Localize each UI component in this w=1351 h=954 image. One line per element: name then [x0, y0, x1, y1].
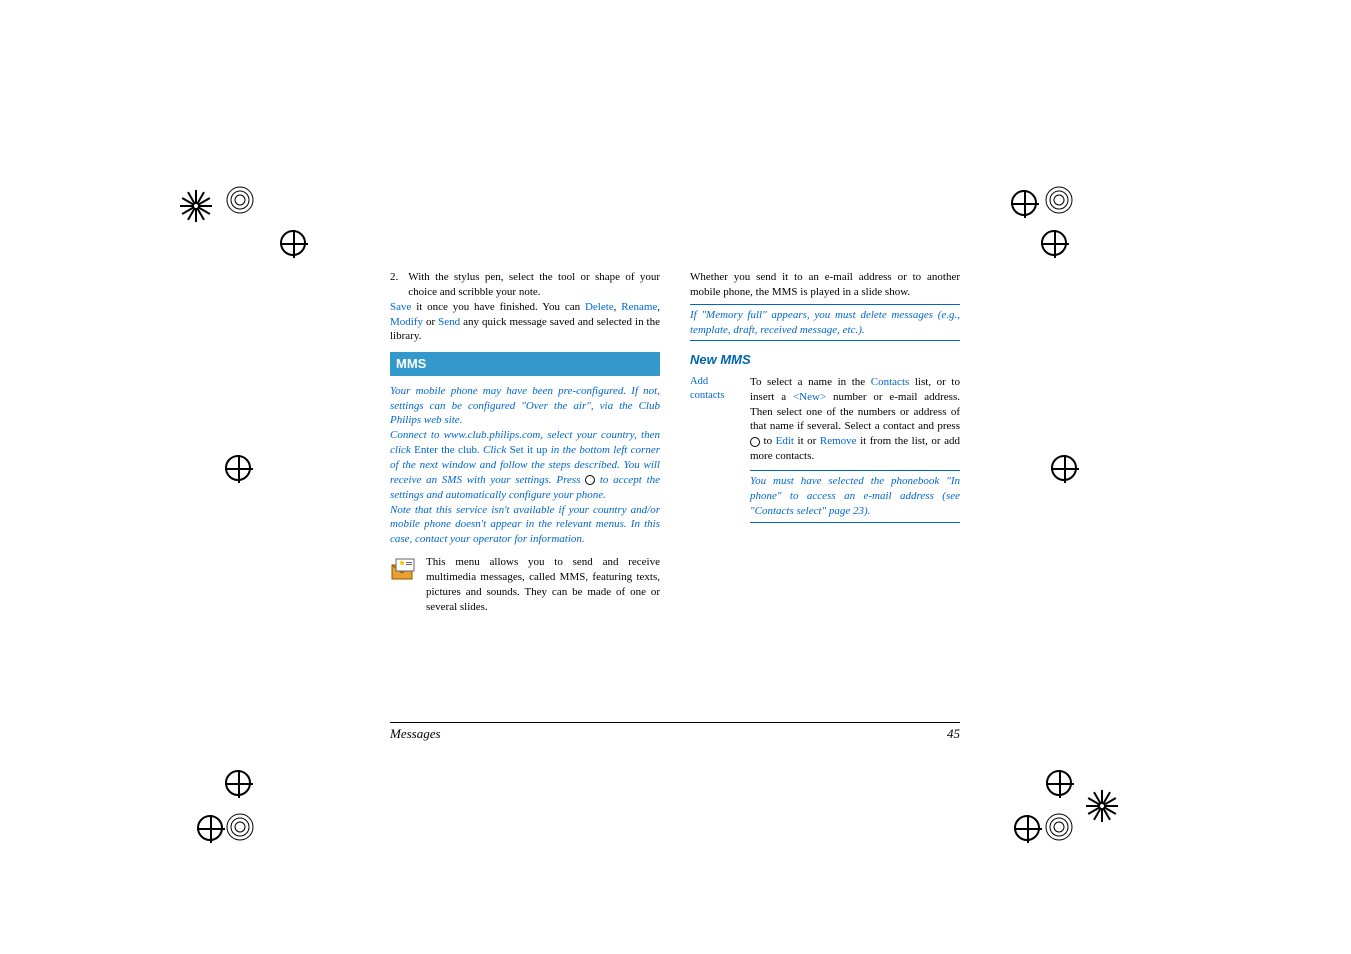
ok-button-icon: [585, 475, 595, 485]
right-column: Whether you send it to an e-mail address…: [690, 270, 960, 614]
config-note-1: Your mobile phone may have been pre-conf…: [390, 384, 660, 429]
remove-term: Remove: [820, 435, 857, 447]
rename-term: Rename: [621, 301, 657, 313]
registration-mark: [225, 812, 265, 852]
mms-envelope-icon: [390, 557, 418, 581]
new-mms-header: New MMS: [690, 351, 960, 369]
add-contacts-row: Add contacts To select a name in the Con…: [690, 375, 960, 527]
modify-term: Modify: [390, 316, 423, 328]
step-item: 2. With the stylus pen, select the tool …: [390, 270, 660, 300]
page-content: 2. With the stylus pen, select the tool …: [390, 270, 960, 614]
registration-mark: [225, 770, 265, 810]
registration-mark: [1086, 790, 1126, 830]
left-column: 2. With the stylus pen, select the tool …: [390, 270, 660, 614]
phonebook-note: You must have selected the phonebook "In…: [750, 470, 960, 523]
registration-mark: [1044, 185, 1084, 225]
config-note-2: Connect to www.club.philips.com, select …: [390, 428, 660, 502]
step-text: With the stylus pen, select the tool or …: [408, 270, 660, 300]
intro-text: Whether you send it to an e-mail address…: [690, 270, 960, 300]
registration-mark: [225, 455, 265, 495]
footer-section-name: Messages: [390, 726, 441, 742]
registration-mark: [1041, 230, 1081, 270]
new-term: <New>: [793, 391, 826, 403]
registration-mark: [225, 185, 265, 225]
page-footer: Messages 45: [390, 722, 960, 742]
registration-mark: [180, 190, 220, 230]
ok-button-icon: [750, 437, 760, 447]
config-note-3: Note that this service isn't available i…: [390, 503, 660, 548]
contacts-term: Contacts: [871, 376, 910, 388]
save-paragraph: Save it once you have finished. You can …: [390, 300, 660, 345]
registration-mark: [280, 230, 320, 270]
registration-mark: [1051, 455, 1091, 495]
mms-description-block: This menu allows you to send and receive…: [390, 555, 660, 614]
mms-section-header: MMS: [390, 352, 660, 376]
edit-term: Edit: [776, 435, 794, 447]
delete-term: Delete: [585, 301, 614, 313]
send-term: Send: [438, 316, 460, 328]
memory-full-note: If "Memory full" appears, you must delet…: [690, 304, 960, 342]
step-number: 2.: [390, 270, 398, 300]
registration-mark: [1044, 812, 1084, 852]
mms-description-text: This menu allows you to send and receive…: [426, 555, 660, 614]
save-term: Save: [390, 301, 411, 313]
add-contacts-term: Add contacts: [690, 375, 740, 527]
add-contacts-body: To select a name in the Contacts list, o…: [750, 375, 960, 527]
registration-mark: [1046, 770, 1086, 810]
footer-page-number: 45: [947, 726, 960, 742]
